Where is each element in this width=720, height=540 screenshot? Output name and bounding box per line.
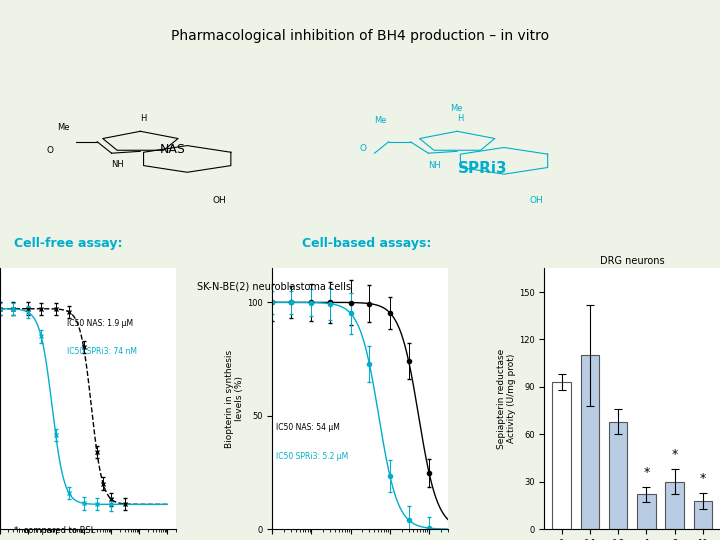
Text: H: H	[457, 114, 464, 123]
Text: Pharmacological inhibition of BH4 production – in vitro: Pharmacological inhibition of BH4 produc…	[171, 29, 549, 43]
Bar	[665, 482, 684, 529]
Bar	[552, 382, 571, 529]
Bar	[693, 501, 712, 529]
Text: NH: NH	[428, 161, 441, 171]
Text: H: H	[140, 114, 147, 123]
Bar	[637, 495, 655, 529]
Text: Me: Me	[58, 123, 70, 132]
Text: Me: Me	[450, 104, 462, 113]
Text: IC50 NAS: 1.9 μM: IC50 NAS: 1.9 μM	[67, 319, 133, 328]
Text: *: compared to BSL: *: compared to BSL	[14, 525, 96, 535]
Text: O: O	[47, 146, 54, 155]
Title: DRG neurons: DRG neurons	[600, 256, 665, 266]
Y-axis label: Sepiapterin reductase
Activity (U/mg prot): Sepiapterin reductase Activity (U/mg pro…	[497, 349, 516, 449]
Text: Me: Me	[374, 116, 387, 125]
Text: *: *	[672, 448, 678, 461]
Bar	[580, 355, 599, 529]
Y-axis label: Biopterin in synthesis
levels (%): Biopterin in synthesis levels (%)	[225, 350, 244, 448]
Text: IC50 SPRi3: 74 nM: IC50 SPRi3: 74 nM	[67, 347, 137, 356]
Text: SK-N-BE(2) neuroblastoma cells: SK-N-BE(2) neuroblastoma cells	[197, 281, 351, 292]
Text: O: O	[360, 144, 367, 153]
Text: NH: NH	[112, 159, 125, 168]
Text: IC50 SPRi3: 5.2 μM: IC50 SPRi3: 5.2 μM	[276, 452, 348, 461]
Text: *: *	[643, 465, 649, 478]
Text: OH: OH	[212, 196, 226, 205]
Text: Cell-based assays:: Cell-based assays:	[302, 238, 432, 251]
Text: NAS: NAS	[160, 143, 186, 156]
Text: *: *	[700, 472, 706, 485]
Bar	[609, 422, 627, 529]
Text: OH: OH	[529, 196, 543, 205]
Text: Cell-free assay:: Cell-free assay:	[14, 238, 123, 251]
Text: IC50 NAS: 54 μM: IC50 NAS: 54 μM	[276, 423, 340, 432]
Text: SPRi3: SPRi3	[458, 161, 507, 176]
